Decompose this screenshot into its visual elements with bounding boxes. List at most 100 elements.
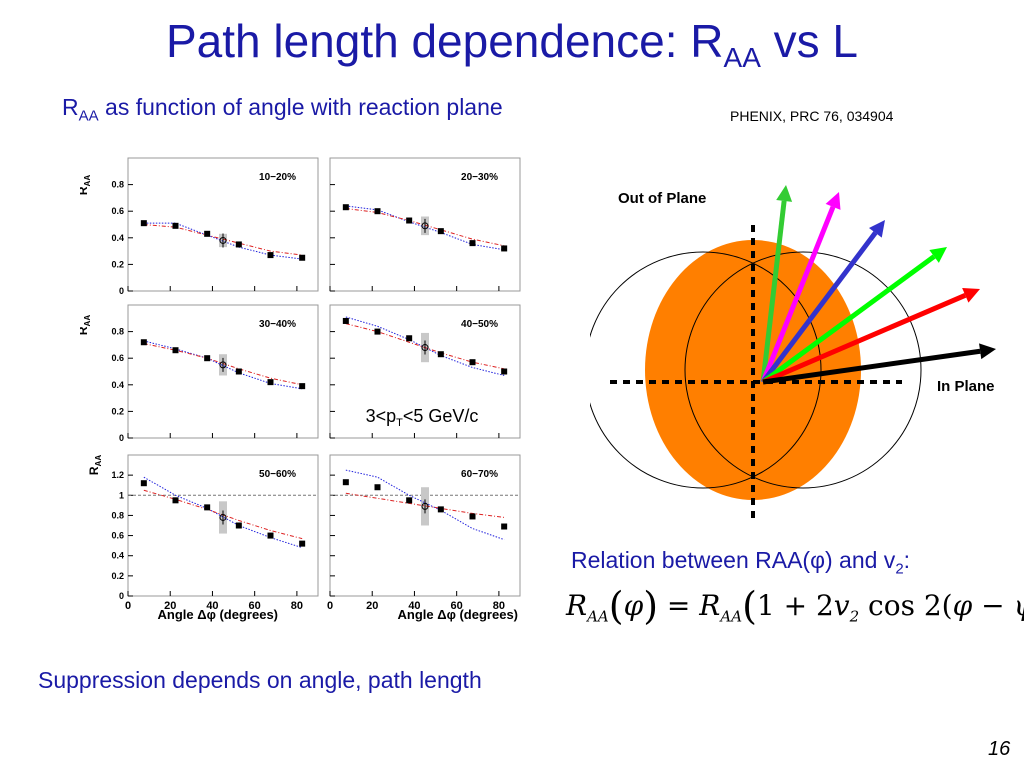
formula-body-c: φ [952,589,973,622]
y-tick-label: 0.8 [111,180,124,190]
data-point [299,540,306,547]
subtitle: RAA as function of angle with reaction p… [62,94,503,125]
y-tick-label: 0.6 [111,206,124,216]
pt-label-box [343,400,501,430]
raa-formula: RAA(φ) = RAA(1 + 2v2 cos 2(φ − ψ)) [566,584,1024,628]
subtitle-main: R [62,94,79,120]
panel-frame [127,157,319,292]
x-tick-label: 60 [451,600,463,612]
formula-body-d: − [972,589,1014,622]
slide-title: Path length dependence: RAA vs L [0,14,1024,74]
y-tick-label: 0.4 [111,380,124,390]
reference-text: PHENIX, PRC 76, 034904 [730,108,894,124]
x-tick-label: 60 [249,600,261,612]
blue-model-curve [345,469,505,541]
data-point [469,240,476,247]
data-point [140,220,147,227]
data-point [374,484,381,491]
subtitle-sub: AA [78,107,99,125]
y-tick-label: 0.8 [111,327,124,337]
arrows-layer [760,185,996,385]
data-point [406,217,413,224]
x-tick-label: 40 [408,600,420,612]
formula-rhs-sub: AA [720,607,743,626]
xlabel-right: Angle Δφ (degrees) [398,607,519,622]
formula-body-b: cos 2( [859,589,953,622]
data-point [204,504,211,511]
jet-arrow-shaft [761,254,936,385]
data-point [406,497,413,504]
formula-eq: = [658,589,700,622]
panels-layer: 0 0.2 0.4 0.6 0.8 10−20% 20−30% 0 0.2 0.4 0.6 0.8 30… [111,157,521,612]
data-point [267,379,274,386]
panel-centrality-label: 30−40% [259,319,296,330]
formula-lhs: R [566,589,588,622]
data-point [342,317,349,324]
x-tick-label: 80 [493,600,505,612]
data-point [501,245,508,252]
jet-arrow-shaft [762,348,981,385]
relation-main: Relation between RAA(φ) and v [571,547,896,573]
data-point [172,222,179,229]
ylabel-row2: RAA [80,315,92,335]
pt-label: 3<pT<5 GeV/c [366,406,479,429]
data-point [374,328,381,335]
data-point [235,368,242,375]
jet-arrow-head [868,220,885,238]
formula-lhs-sub: AA [587,607,609,626]
title-sub: AA [723,42,761,74]
y-tick-label: 0.4 [111,551,124,561]
jet-arrow-shaft [761,231,878,384]
title-tail: vs L [760,15,859,67]
data-point [342,204,349,211]
y-tick-label: 0.6 [111,531,124,541]
panel-centrality-label: 40−50% [461,319,498,330]
panel-1: 0 0.2 0.4 0.6 0.8 10−20% [111,157,319,296]
relation-text: Relation between RAA(φ) and v2: [571,547,910,578]
data-point [172,347,179,354]
jet-arrow-head [962,287,980,303]
data-point [374,208,381,215]
ylabel-row1: RAA [80,175,92,195]
y-tick-label: 0.2 [111,259,124,269]
panel-centrality-label: 10−20% [259,172,296,183]
y-tick-label: 0.2 [111,571,124,581]
formula-phi: φ [623,589,644,622]
out-of-plane-label: Out of Plane [618,190,706,207]
formula-v: v [833,589,850,622]
reaction-plane-diagram: Out of Plane In Plane [590,185,996,523]
data-point [437,351,444,358]
ylabel-row3: RAA [87,455,103,475]
nucleus-left [590,251,822,489]
data-point [299,254,306,261]
data-point [267,532,274,539]
y-tick-label: 0 [119,591,124,601]
y-tick-label: 1 [119,490,124,500]
y-tick-label: 0.4 [111,233,124,243]
panel-2: 20−30% [329,157,521,292]
nucleus-right [684,251,922,489]
x-tick-label: 20 [366,600,378,612]
panel-3: 0 0.2 0.4 0.6 0.8 30−40% [111,304,319,443]
y-tick-label: 1.2 [111,470,124,480]
formula-body-a: 1 + 2 [756,589,834,622]
data-point [501,523,508,530]
blue-model-curve [143,476,303,549]
data-point [501,368,508,375]
jet-arrow-shaft [762,293,967,385]
y-tick-label: 0 [119,433,124,443]
raa-chart-grid: 0 0.2 0.4 0.6 0.8 10−20% 20−30% 0 0.2 0.4 0.6 0.8 30… [80,157,521,622]
x-tick-label: 80 [291,600,303,612]
x-tick-label: 0 [327,600,333,612]
panel-centrality-label: 50−60% [259,469,296,480]
relation-tail: : [903,547,911,573]
red-model-curve [143,224,303,256]
jet-arrow-shaft [760,200,787,383]
data-point [437,506,444,513]
panel-5: 0 0.2 0.4 0.6 0.8 1 1.2 0 20 40 60 80 50−60% [111,454,319,612]
y-tick-label: 0.2 [111,406,124,416]
panel-centrality-label: 20−30% [461,172,498,183]
x-tick-label: 40 [206,600,218,612]
formula-body-e: ψ [1013,589,1024,622]
jet-arrow-head [929,247,947,263]
